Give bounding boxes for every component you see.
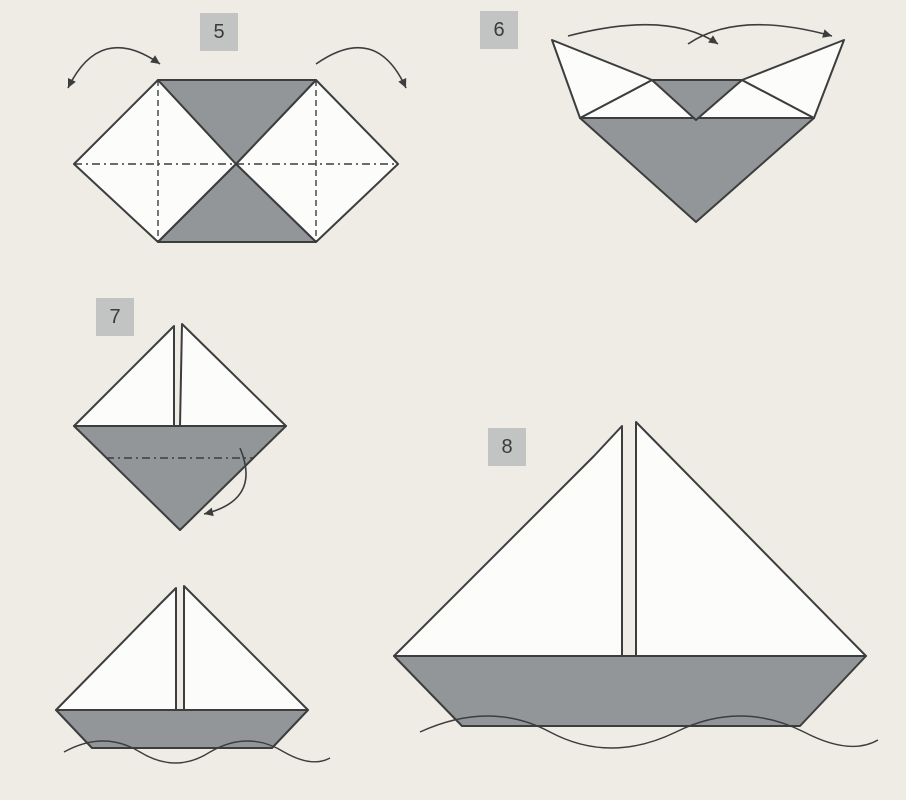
step-5-diagram — [40, 28, 420, 258]
step-7-diagram-bottom — [44, 580, 334, 790]
step-7-diagram-top — [54, 318, 314, 558]
origami-instruction-page: 5 6 7 8 — [0, 0, 906, 800]
step-8-diagram — [380, 400, 890, 780]
step-6-diagram — [538, 22, 858, 232]
step-badge-6: 6 — [480, 11, 518, 49]
step-label: 6 — [493, 19, 504, 42]
